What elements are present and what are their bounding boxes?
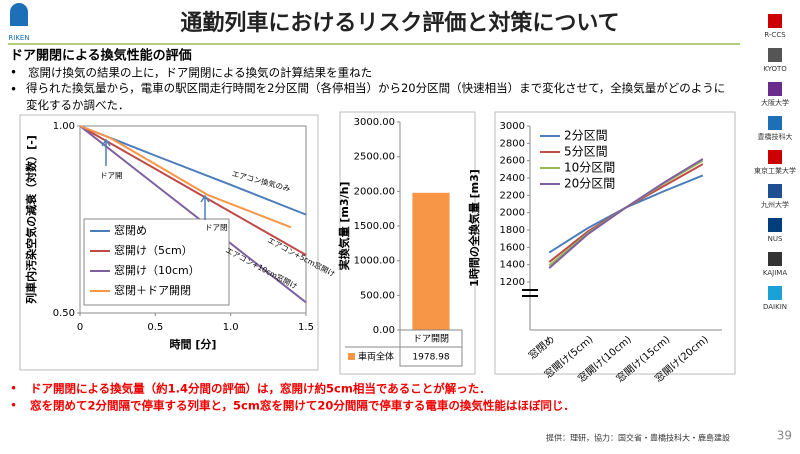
bullet-dot: • bbox=[10, 399, 17, 413]
line bbox=[79, 125, 307, 304]
y-tick-label: 0.50 bbox=[53, 308, 75, 319]
partner-mark bbox=[768, 286, 782, 300]
bullet-dot: • bbox=[10, 66, 17, 80]
partner-name: KAJIMA bbox=[763, 269, 787, 277]
partner-mark bbox=[768, 218, 782, 232]
partner-name: 九州大学 bbox=[761, 200, 789, 209]
chart-frame bbox=[339, 111, 476, 375]
page-number: 39 bbox=[777, 429, 792, 443]
arrow bbox=[200, 194, 210, 220]
legend-label: 窓閉め bbox=[114, 223, 147, 237]
bullet: 窓開け換気の結果の上に，ドア開閉による換気の計算結果を重ねた bbox=[28, 66, 372, 80]
y-tick-label: 2000 bbox=[500, 208, 525, 219]
partner-name: 東京工業大学 bbox=[754, 166, 796, 175]
legend-label: 5分区間 bbox=[564, 145, 608, 159]
legend-label: 窓開け（10cm） bbox=[114, 263, 200, 277]
legend-label: 窓閉＋ドア開閉 bbox=[114, 283, 191, 297]
partner-mark bbox=[768, 82, 782, 96]
x-axis-label: 時間 [分] bbox=[170, 337, 217, 351]
table-value: 1978.98 bbox=[412, 353, 449, 363]
partner-mark bbox=[768, 116, 782, 130]
partner-mark bbox=[768, 150, 782, 164]
line bbox=[548, 158, 704, 269]
table-border bbox=[399, 329, 463, 367]
section-heading: ドア開閉による換気性能の評価 bbox=[10, 48, 192, 64]
logo-mark bbox=[10, 3, 28, 26]
axis-break bbox=[522, 289, 538, 297]
line bbox=[79, 125, 307, 256]
partner-name: KYOTO bbox=[763, 65, 787, 73]
legend-label: 2分区間 bbox=[564, 129, 608, 143]
partner-mark bbox=[768, 48, 782, 62]
x-tick-label: 0.5 bbox=[147, 322, 163, 333]
bullet-dot: • bbox=[10, 83, 17, 97]
y-tick-label: 2200 bbox=[500, 190, 525, 201]
y-tick-label: 2600 bbox=[500, 156, 525, 167]
logo-text: RIKEN bbox=[8, 34, 29, 42]
y-tick-label: 2500.00 bbox=[354, 152, 395, 163]
y-tick-label: 1500.00 bbox=[354, 221, 395, 232]
y-tick-label: 1800 bbox=[500, 225, 525, 236]
x-tick-label: 1.5 bbox=[298, 322, 314, 333]
partner-name: R-CCS bbox=[764, 31, 786, 39]
bullet-wrap: 得られた換気量から，電車の駅区間走行時間を2分区間（各停相当）から20分区間（快… bbox=[26, 81, 726, 112]
y-axis-label: 列車内汚染空気の減衰（対数）[-] bbox=[24, 135, 38, 304]
bullet: 得られた換気量から，電車の駅区間走行時間を2分区間（各停相当）から20分区間（快… bbox=[26, 81, 726, 112]
x-tick-label: 0 bbox=[77, 322, 83, 333]
partner-mark bbox=[768, 184, 782, 198]
legend-label: 車両全体 bbox=[358, 351, 394, 363]
line bbox=[79, 125, 292, 229]
y-tick-label: 1000.00 bbox=[354, 256, 395, 267]
partner-name: NUS bbox=[768, 235, 783, 243]
partner-mark bbox=[768, 252, 782, 266]
legend-label: 20分区間 bbox=[564, 177, 615, 191]
partner-name: 豊橋技科大 bbox=[758, 132, 793, 141]
y-axis-label: 実換気量 [m3/h] bbox=[337, 182, 351, 271]
partner-name: DAIKIN bbox=[763, 303, 787, 311]
partner-mark bbox=[768, 14, 782, 28]
y-tick-label: 500.00 bbox=[360, 290, 395, 301]
plot-border bbox=[79, 125, 307, 314]
chart-frame bbox=[494, 111, 736, 375]
legend-swatch bbox=[348, 353, 355, 360]
y-tick-label: 1400 bbox=[500, 260, 525, 271]
bar bbox=[412, 192, 450, 330]
credit: 提供：理研，協力：国交省・豊橋技科大・鹿島建設 bbox=[546, 433, 730, 443]
y-tick-label: 2800 bbox=[500, 138, 525, 149]
y-axis-label: 1時間の全換気量 [m3] bbox=[467, 169, 481, 287]
y-tick-label: 1.00 bbox=[53, 121, 75, 132]
y-tick-label: 2000.00 bbox=[354, 186, 395, 197]
y-tick-label: 3000 bbox=[500, 121, 525, 132]
legend-label: 10分区間 bbox=[564, 161, 615, 175]
y-tick-label: 0.00 bbox=[373, 325, 395, 336]
arrow bbox=[101, 138, 111, 166]
annotation: ドア閉 bbox=[205, 223, 228, 232]
y-tick-label: 1200 bbox=[500, 277, 525, 288]
annotation: ドア開 bbox=[100, 171, 123, 180]
x-tick-label: ドア開閉 bbox=[413, 334, 449, 345]
y-tick-label: 2400 bbox=[500, 173, 525, 184]
partner-name: 大阪大学 bbox=[761, 98, 789, 107]
conclusion: ドア開閉による換気量（約1.4分間の評価）は，窓開け約5cm相当であることが解っ… bbox=[30, 382, 491, 396]
y-tick-label: 1600 bbox=[500, 242, 525, 253]
y-tick-label: 3000.00 bbox=[354, 117, 395, 128]
slide-title: 通勤列車におけるリスク評価と対策について bbox=[180, 10, 619, 36]
chart-frame bbox=[19, 114, 319, 371]
line bbox=[79, 125, 307, 216]
bullet-dot: • bbox=[10, 382, 17, 396]
legend-label: 窓開け（5cm） bbox=[114, 243, 193, 257]
conclusion: 窓を閉めて2分間隔で停車する列車と，5cm窓を開けて20分間隔で停車する電車の換… bbox=[30, 399, 575, 413]
x-tick-label: 1.0 bbox=[223, 322, 239, 333]
